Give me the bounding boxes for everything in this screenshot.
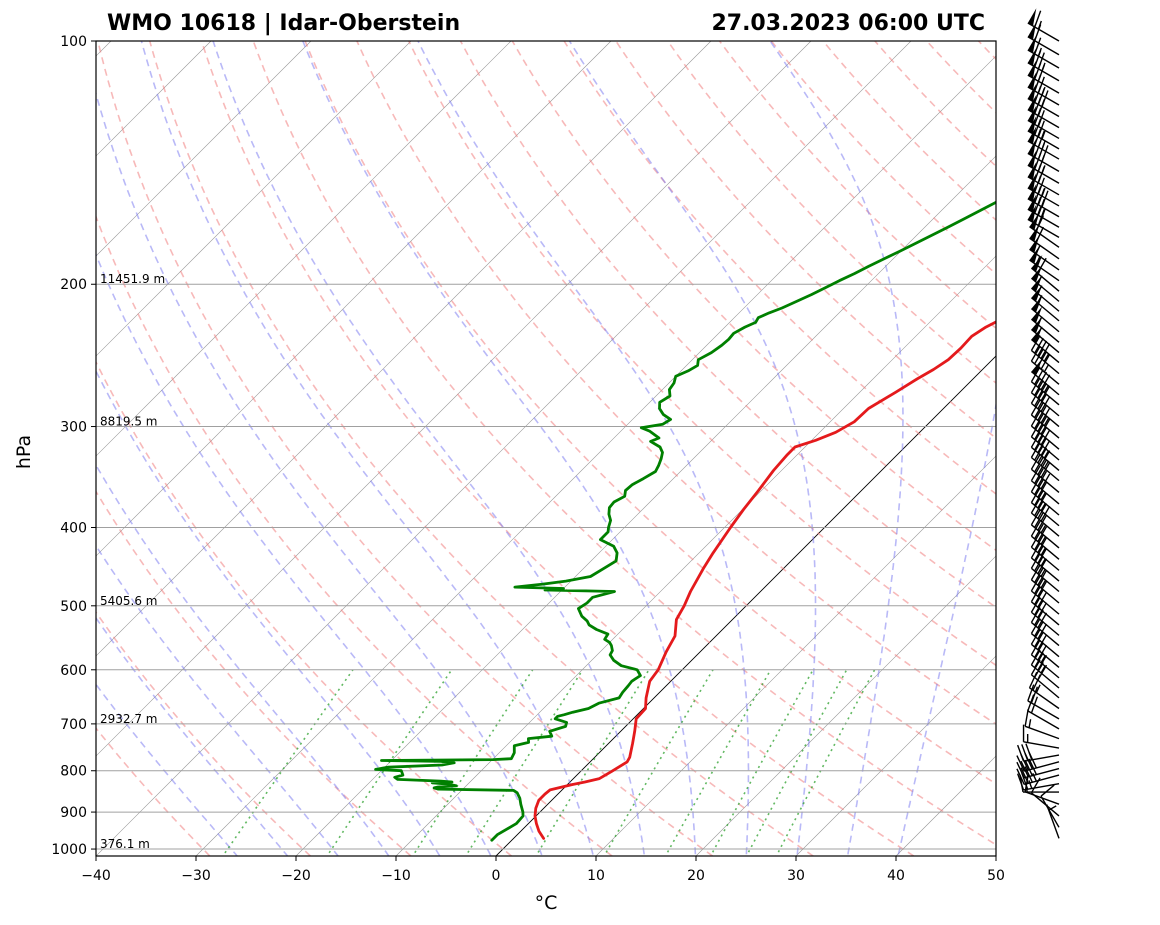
isotherm-line [96, 41, 812, 757]
height-label: 11451.9 m [100, 272, 165, 286]
height-label: 2932.7 m [100, 712, 158, 726]
isotherm-line [695, 555, 996, 856]
moist-adiabat-line [301, 41, 697, 856]
isotherm-line [295, 155, 996, 856]
height-labels: 11451.9 m 8819.5 m 5405.6 m 2932.7 m 376.1 m [100, 272, 165, 851]
reference-lines [96, 41, 996, 856]
mixing-ratio-line [664, 669, 772, 856]
wind-barb [1030, 596, 1060, 636]
y-tick-label: 800 [60, 764, 87, 780]
temperature-profile-line [533, 320, 996, 840]
wind-barb [1027, 684, 1060, 720]
mixing-ratio-line [411, 669, 534, 856]
x-tick-label: 40 [887, 868, 905, 884]
dry-adiabat-line [148, 41, 814, 856]
sounding-profiles [374, 200, 996, 842]
isotherm-line [96, 41, 312, 257]
isotherm-line [96, 41, 412, 357]
moist-adiabat-line [96, 252, 492, 856]
mixing-ratio-line [535, 669, 650, 856]
wind-barb [1030, 649, 1060, 689]
moist-adiabat-line [897, 41, 996, 856]
dry-adiabat-line [304, 41, 996, 785]
dry-adiabat-line [770, 41, 996, 275]
wind-barb [1024, 709, 1060, 740]
mixing-ratio-line [709, 669, 814, 856]
dry-adiabat-line [252, 41, 996, 846]
mixing-ratio-line [745, 669, 848, 856]
x-tick-label: 0 [492, 868, 501, 884]
isotherm-line [595, 455, 996, 856]
dry-adiabat-line [718, 41, 996, 330]
mixing-ratio-line [464, 669, 584, 856]
y-axis-label: hPa [13, 435, 35, 469]
moist-adiabat-line [140, 41, 595, 856]
y-tick-label: 700 [60, 717, 87, 733]
dry-adiabat-line [407, 41, 996, 667]
mixing-ratio-line [603, 669, 714, 856]
wind-barb [1027, 83, 1060, 118]
height-label: 8819.5 m [100, 415, 158, 429]
x-axis-ticks: −40 −30 −20 −10 0 10 20 30 40 50 [81, 856, 1005, 884]
dry-adiabat-line [563, 41, 996, 495]
chart-title-right: 27.03.2023 06:00 UTC [711, 11, 985, 36]
x-tick-label: −40 [81, 868, 111, 884]
y-tick-label: 100 [60, 34, 87, 50]
dry-adiabat-line [96, 490, 412, 856]
isotherm-line [195, 55, 996, 856]
y-tick-label: 400 [60, 520, 87, 536]
y-tick-label: 500 [60, 599, 87, 615]
y-tick-label: 1000 [51, 842, 87, 858]
x-axis-label: °C [535, 892, 558, 914]
y-tick-label: 600 [60, 663, 87, 679]
dry-adiabat-line [667, 41, 996, 384]
chart-title-left: WMO 10618 | Idar-Oberstein [107, 11, 460, 36]
wind-barb [1028, 671, 1060, 710]
wind-barb [1030, 295, 1060, 333]
moist-adiabat-line [96, 544, 340, 856]
moist-adiabat-line [417, 41, 750, 856]
x-tick-label: 30 [787, 868, 805, 884]
x-tick-label: −20 [281, 868, 311, 884]
isotherm-line [96, 41, 512, 457]
mixing-ratio-line [775, 669, 876, 856]
x-tick-label: 20 [687, 868, 705, 884]
isotherm-line [96, 41, 612, 557]
isotherm-line [795, 655, 996, 856]
y-tick-label: 900 [60, 805, 87, 821]
y-axis-ticks: 100 200 300 400 500 600 700 800 900 1000 [51, 34, 96, 858]
dry-adiabat-line [615, 41, 996, 440]
dry-adiabat-line [822, 41, 996, 222]
y-tick-label: 300 [60, 420, 87, 436]
isotherm-line [96, 41, 712, 657]
moist-adiabat-line [769, 41, 904, 856]
wind-barb [1022, 724, 1060, 749]
dry-adiabat-line [97, 41, 714, 856]
dry-adiabat-line [356, 41, 996, 726]
x-tick-label: 50 [987, 868, 1005, 884]
wind-barb [1046, 804, 1060, 839]
y-tick-label: 200 [60, 277, 87, 293]
isotherm-line [495, 355, 996, 856]
moist-adiabat-line [96, 616, 289, 856]
x-tick-label: −30 [181, 868, 211, 884]
isotherm-line [395, 255, 996, 856]
height-label: 5405.6 m [100, 594, 158, 608]
dry-adiabat-line [511, 41, 996, 552]
x-tick-label: −10 [381, 868, 411, 884]
moist-adiabat-line [96, 683, 239, 856]
wind-barbs [1016, 8, 1060, 839]
dewpoint-profile-line [374, 200, 996, 842]
x-tick-label: 10 [587, 868, 605, 884]
wind-barb [1016, 751, 1060, 772]
height-label: 376.1 m [100, 837, 150, 851]
moist-adiabat-line [212, 41, 646, 856]
wind-barb [1027, 694, 1060, 730]
plot-frame [95, 40, 997, 857]
